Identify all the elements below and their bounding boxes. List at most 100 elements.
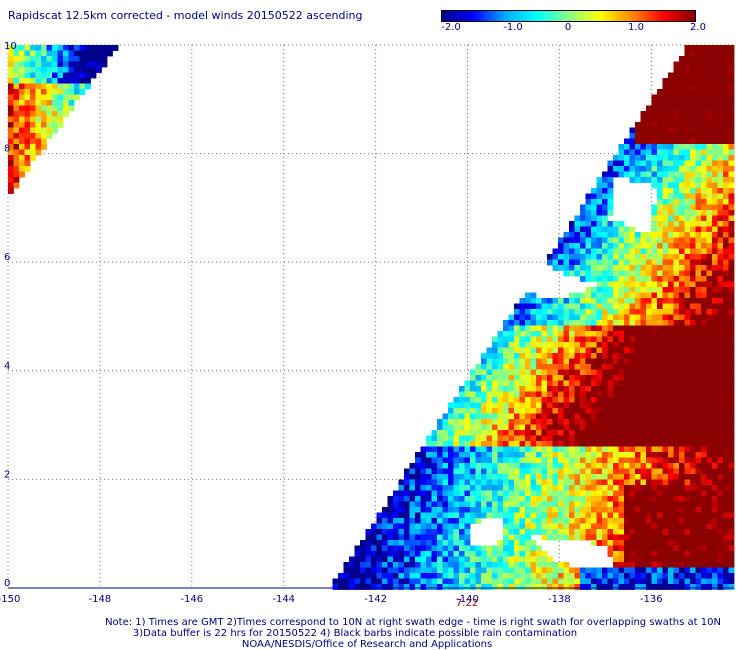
wind-difference-cell bbox=[525, 479, 531, 486]
wind-difference-cell bbox=[57, 94, 64, 101]
wind-difference-cell bbox=[629, 556, 636, 563]
wind-difference-cell bbox=[723, 441, 729, 447]
wind-difference-cell bbox=[541, 408, 548, 414]
wind-difference-cell bbox=[635, 270, 641, 277]
wind-difference-cell bbox=[574, 353, 581, 359]
wind-difference-cell bbox=[41, 100, 47, 106]
wind-difference-cell bbox=[8, 72, 14, 79]
wind-difference-cell bbox=[525, 485, 531, 491]
wind-difference-cell bbox=[398, 540, 405, 546]
wind-difference-cell bbox=[503, 424, 509, 431]
wind-difference-cell bbox=[574, 567, 581, 574]
wind-difference-cell bbox=[712, 67, 718, 73]
wind-difference-cell bbox=[503, 397, 509, 403]
wind-difference-cell bbox=[712, 303, 718, 310]
wind-difference-cell bbox=[728, 397, 735, 403]
wind-difference-cell bbox=[52, 111, 58, 117]
wind-difference-cell bbox=[519, 397, 526, 403]
wind-difference-cell bbox=[349, 562, 355, 568]
wind-difference-cell bbox=[690, 534, 696, 541]
wind-difference-cell bbox=[701, 523, 707, 530]
wind-difference-cell bbox=[475, 468, 482, 475]
wind-difference-cell bbox=[13, 155, 20, 161]
wind-difference-cell bbox=[662, 369, 669, 376]
wind-difference-cell bbox=[723, 67, 729, 73]
wind-difference-cell bbox=[580, 397, 586, 403]
wind-difference-cell bbox=[662, 127, 669, 134]
wind-difference-cell bbox=[503, 507, 509, 513]
wind-difference-cell bbox=[690, 116, 696, 123]
wind-difference-cell bbox=[728, 452, 735, 458]
wind-difference-cell bbox=[426, 578, 432, 585]
wind-difference-cell bbox=[459, 501, 465, 508]
wind-difference-cell bbox=[646, 133, 652, 139]
wind-difference-cell bbox=[574, 534, 581, 541]
wind-difference-cell bbox=[684, 551, 691, 557]
wind-difference-cell bbox=[420, 578, 427, 585]
wind-difference-cell bbox=[679, 518, 685, 524]
wind-difference-cell bbox=[618, 501, 625, 508]
wind-difference-cell bbox=[13, 105, 20, 112]
wind-difference-cell bbox=[706, 468, 713, 475]
wind-difference-cell bbox=[646, 314, 652, 321]
wind-difference-cell bbox=[398, 573, 405, 579]
wind-difference-cell bbox=[519, 413, 526, 420]
wind-difference-cell bbox=[525, 446, 531, 453]
wind-difference-cell bbox=[679, 496, 685, 502]
wind-difference-cell bbox=[607, 397, 614, 403]
wind-difference-cell bbox=[673, 160, 680, 167]
wind-difference-cell bbox=[662, 292, 669, 299]
wind-difference-cell bbox=[701, 237, 707, 244]
wind-difference-cell bbox=[668, 529, 674, 535]
wind-difference-cell bbox=[684, 578, 691, 585]
wind-difference-cell bbox=[492, 391, 498, 398]
wind-difference-cell bbox=[613, 243, 619, 249]
wind-difference-cell bbox=[563, 435, 570, 442]
wind-difference-cell bbox=[635, 292, 641, 299]
wind-difference-cell bbox=[552, 342, 559, 348]
wind-difference-cell bbox=[662, 507, 669, 513]
wind-difference-cell bbox=[492, 567, 498, 574]
wind-difference-cell bbox=[541, 512, 548, 519]
wind-difference-cell bbox=[580, 254, 586, 260]
wind-difference-cell bbox=[19, 122, 25, 128]
wind-difference-cell bbox=[640, 232, 647, 238]
wind-difference-cell bbox=[690, 155, 696, 161]
wind-difference-cell bbox=[481, 474, 487, 480]
wind-difference-cell bbox=[453, 556, 460, 563]
wind-difference-cell bbox=[618, 468, 625, 475]
wind-difference-cell bbox=[486, 430, 493, 436]
wind-difference-cell bbox=[668, 122, 674, 128]
wind-difference-cell bbox=[723, 457, 729, 464]
wind-difference-cell bbox=[8, 144, 14, 150]
wind-difference-cell bbox=[492, 386, 498, 392]
wind-difference-cell bbox=[585, 573, 592, 579]
wind-difference-cell bbox=[525, 457, 531, 464]
wind-difference-cell bbox=[723, 232, 729, 238]
wind-difference-cell bbox=[580, 452, 586, 458]
wind-difference-cell bbox=[525, 545, 531, 552]
wind-difference-cell bbox=[580, 408, 586, 414]
wind-difference-cell bbox=[569, 584, 575, 590]
wind-difference-cell bbox=[646, 452, 652, 458]
wind-difference-cell bbox=[503, 358, 509, 365]
wind-difference-cell bbox=[585, 485, 592, 491]
wind-difference-cell bbox=[701, 259, 707, 266]
wind-difference-cell bbox=[398, 551, 405, 557]
wind-difference-cell bbox=[668, 375, 674, 381]
wind-difference-cell bbox=[393, 523, 399, 530]
wind-difference-cell bbox=[574, 518, 581, 524]
wind-difference-cell bbox=[712, 369, 718, 376]
wind-difference-cell bbox=[530, 408, 537, 414]
wind-difference-cell bbox=[668, 138, 674, 145]
wind-difference-cell bbox=[607, 342, 614, 348]
wind-difference-cell bbox=[63, 67, 69, 73]
wind-difference-cell bbox=[475, 479, 482, 486]
wind-difference-cell bbox=[525, 518, 531, 524]
wind-difference-cell bbox=[712, 435, 718, 442]
wind-difference-cell bbox=[695, 265, 702, 271]
wind-difference-cell bbox=[602, 474, 608, 480]
wind-difference-cell bbox=[706, 446, 713, 453]
wind-difference-cell bbox=[519, 501, 526, 508]
wind-difference-cell bbox=[607, 276, 614, 282]
